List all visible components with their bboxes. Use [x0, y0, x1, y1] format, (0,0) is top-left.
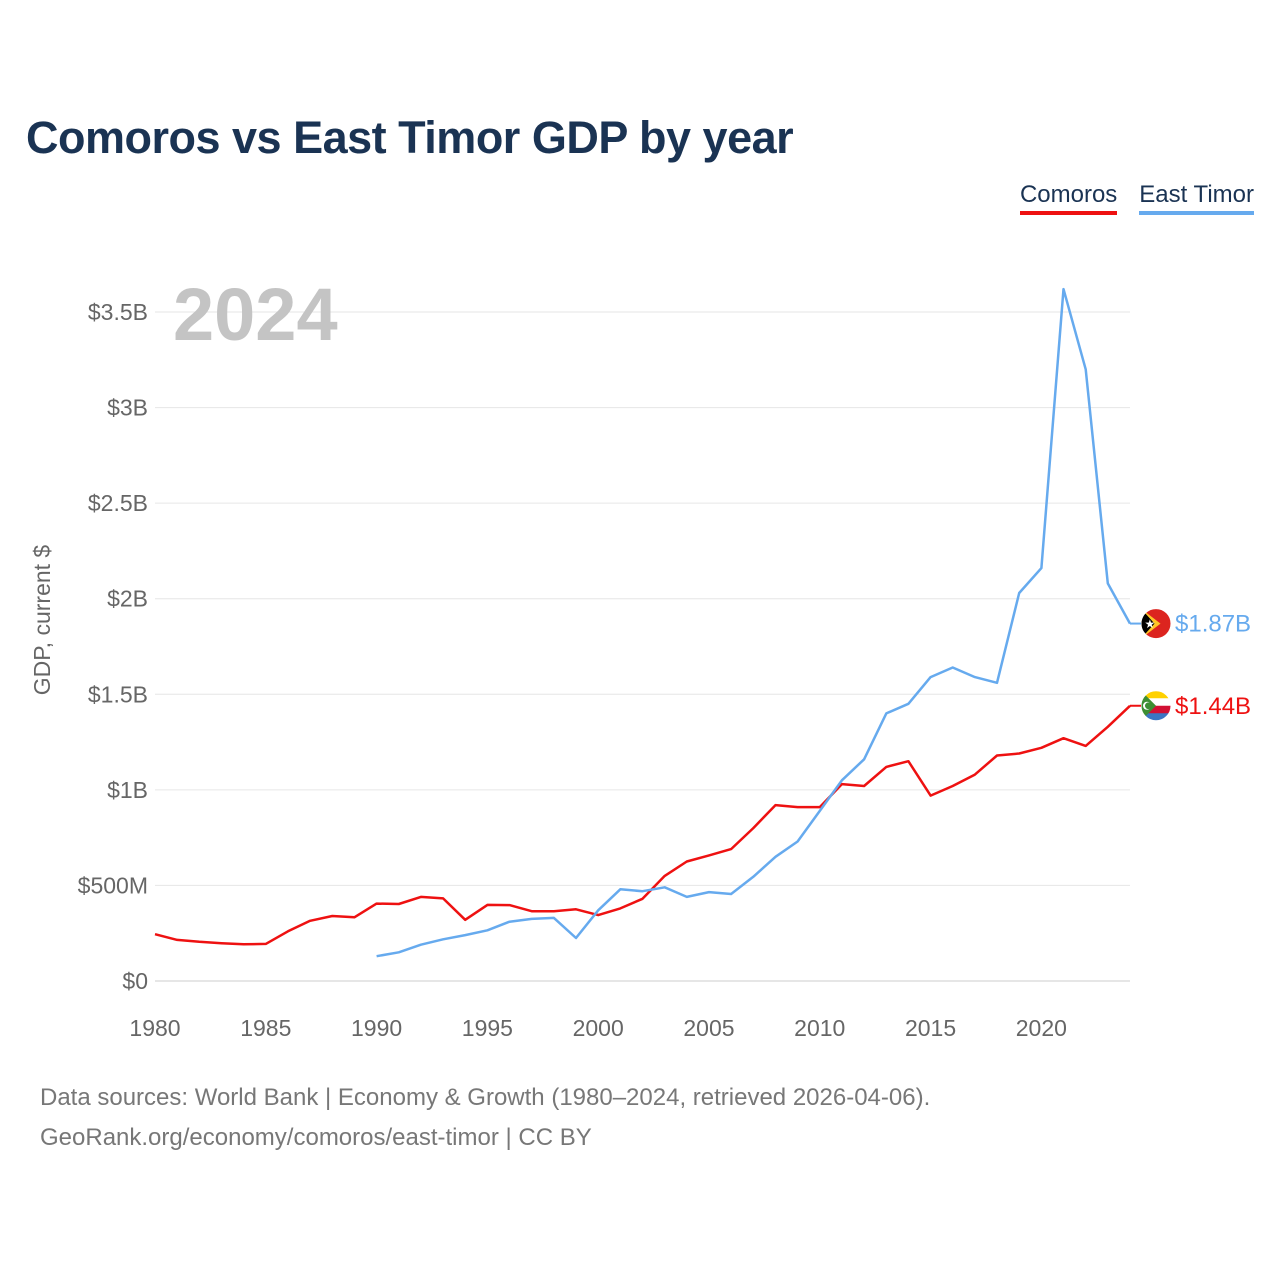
source-link: GeoRank.org/economy/comoros/east-timor |…: [40, 1124, 592, 1151]
x-tick-label: 2015: [905, 1015, 956, 1041]
y-axis-ticks: $0 $500M $1B $1.5B $2B $2.5B $3B $3.5B: [78, 299, 148, 994]
y-tick-label: $0: [122, 968, 148, 994]
y-tick-label: $1.5B: [88, 681, 148, 707]
comoros-flag-icon: [1140, 690, 1172, 722]
x-tick-label: 2010: [794, 1015, 845, 1041]
x-tick-label: 1980: [129, 1015, 180, 1041]
y-tick-label: $1B: [107, 777, 148, 803]
svg-text:★: ★: [1145, 617, 1156, 631]
y-tick-label: $3B: [107, 395, 148, 421]
chart-title: Comoros vs East Timor GDP by year: [26, 112, 794, 163]
end-value-comoros: $1.44B: [1175, 693, 1251, 720]
x-tick-label: 1990: [351, 1015, 402, 1041]
x-tick-label: 1985: [240, 1015, 291, 1041]
source-credit: Data sources: World Bank | Economy & Gro…: [40, 1084, 931, 1111]
east-timor-flag-icon: ★: [1140, 608, 1172, 640]
series-line-comoros: [154, 704, 1131, 946]
legend: Comoros East Timor: [1019, 181, 1254, 215]
legend-item-east-timor[interactable]: East Timor: [1139, 181, 1254, 215]
gridlines: [155, 311, 1130, 982]
x-tick-label: 1995: [462, 1015, 513, 1041]
end-value-east-timor: $1.87B: [1175, 611, 1251, 638]
y-axis-label: GDP, current $: [29, 545, 55, 696]
y-tick-label: $2.5B: [88, 490, 148, 516]
series-end-labels: $1.44B ★ $1.87B: [1130, 608, 1251, 722]
x-tick-label: 2020: [1016, 1015, 1067, 1041]
y-tick-label: $500M: [78, 872, 148, 898]
x-tick-label: 2005: [683, 1015, 734, 1041]
x-tick-label: 2000: [573, 1015, 624, 1041]
series-line-east-timor: [376, 287, 1132, 958]
current-year-label: 2024: [173, 273, 338, 356]
line-chart: 2024 $0 $500M $1B $1.5B $2B $2.5B $3B $3.5B 198…: [29, 273, 1251, 1041]
series-lines: [154, 287, 1132, 958]
y-tick-label: $2B: [107, 586, 148, 612]
legend-item-comoros[interactable]: Comoros: [1019, 181, 1118, 215]
y-tick-label: $3.5B: [88, 299, 148, 325]
x-axis-ticks: 1980 1985 1990 1995 2000 2005 2010 2015 2020: [129, 1015, 1067, 1041]
